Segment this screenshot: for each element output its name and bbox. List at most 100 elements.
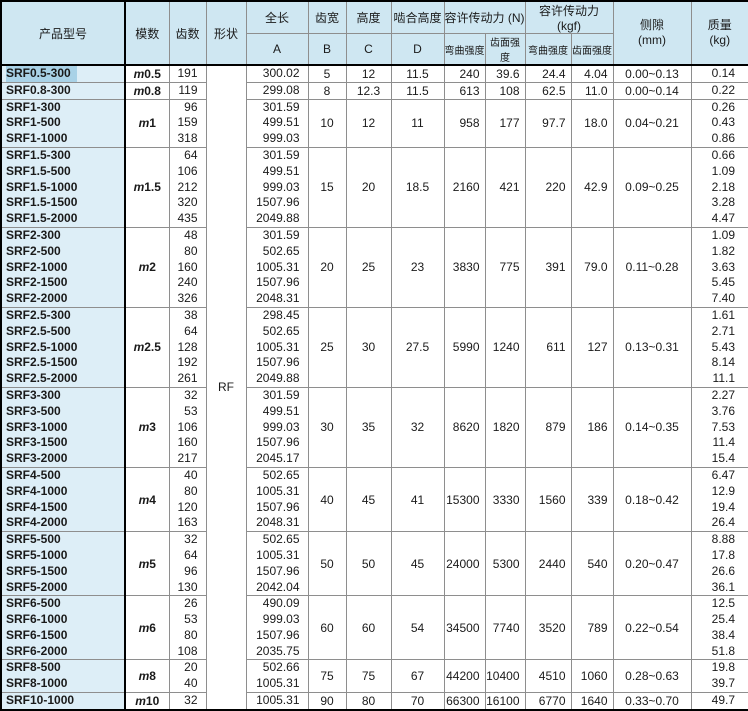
total-length-value: 301.59 bbox=[247, 228, 308, 244]
model-name[interactable]: SRF1.5-500 bbox=[2, 164, 124, 180]
teeth-count: 32 bbox=[170, 388, 206, 404]
model-name[interactable]: SRF3-2000 bbox=[2, 451, 124, 467]
teeth-count: 38 bbox=[170, 308, 206, 324]
module-cell: m2 bbox=[125, 227, 169, 307]
model-name[interactable]: SRF5-500 bbox=[2, 532, 124, 548]
model-name[interactable]: SRF1-500 bbox=[2, 115, 124, 131]
model-name[interactable]: SRF1-1000 bbox=[2, 131, 124, 147]
face-width-cell: 75 bbox=[308, 660, 346, 693]
model-name[interactable]: SRF1.5-1000 bbox=[2, 180, 124, 196]
mesh-height-cell: 11.5 bbox=[391, 82, 444, 99]
bending-strength-n-cell: 5990 bbox=[444, 307, 485, 387]
surface-strength-n-cell: 3330 bbox=[485, 467, 525, 531]
model-name[interactable]: SRF2-500 bbox=[2, 244, 124, 260]
face-width-cell: 60 bbox=[308, 596, 346, 660]
total-length-value: 1507.96 bbox=[247, 500, 308, 516]
mesh-height-cell: 23 bbox=[391, 227, 444, 307]
total-length-value: 999.03 bbox=[247, 420, 308, 436]
model-name[interactable]: SRF2-1500 bbox=[2, 275, 124, 291]
model-name[interactable]: SRF4-1500 bbox=[2, 500, 124, 516]
model-name[interactable]: SRF8-500 bbox=[2, 660, 124, 676]
mass-cell: 0.14 bbox=[691, 65, 748, 82]
teeth-count: 119 bbox=[170, 83, 206, 99]
model-name[interactable]: SRF1.5-1500 bbox=[2, 195, 124, 211]
model-name[interactable]: SRF4-1000 bbox=[2, 484, 124, 500]
face-width-cell: 90 bbox=[308, 693, 346, 710]
model-name[interactable]: SRF3-1500 bbox=[2, 435, 124, 451]
total-length-value: 2048.31 bbox=[247, 515, 308, 531]
model-name[interactable]: SRF3-300 bbox=[2, 388, 124, 404]
model-name[interactable]: SRF3-500 bbox=[2, 404, 124, 420]
model-name[interactable]: SRF3-1000 bbox=[2, 420, 124, 436]
model-name[interactable]: SRF5-1000 bbox=[2, 548, 124, 564]
model-name[interactable]: SRF2.5-1000 bbox=[2, 340, 124, 356]
model-name[interactable]: SRF6-1500 bbox=[2, 628, 124, 644]
teeth-count: 106 bbox=[170, 164, 206, 180]
header-backlash-line1: 侧隙 bbox=[614, 18, 691, 33]
model-name[interactable]: SRF6-500 bbox=[2, 596, 124, 612]
face-width-cell: 8 bbox=[308, 82, 346, 99]
mass-value: 39.7 bbox=[692, 676, 748, 692]
model-name[interactable]: SRF10-1000 bbox=[2, 693, 124, 709]
backlash-cell: 0.04~0.21 bbox=[613, 99, 691, 147]
mesh-height-cell: 45 bbox=[391, 532, 444, 596]
height-cell: 60 bbox=[346, 596, 391, 660]
model-name[interactable]: SRF2.5-2000 bbox=[2, 371, 124, 387]
mass-cell: 49.7 bbox=[691, 693, 748, 710]
selected-model-highlight[interactable]: SRF0.5-300 bbox=[6, 66, 77, 82]
bending-strength-kgf-cell: 220 bbox=[525, 147, 571, 227]
mass-value: 7.40 bbox=[692, 291, 748, 307]
model-name[interactable]: SRF0.8-300 bbox=[2, 83, 124, 99]
model-name[interactable]: SRF1-300 bbox=[2, 100, 124, 116]
model-name[interactable]: SRF2-1000 bbox=[2, 260, 124, 276]
teeth-count: 120 bbox=[170, 500, 206, 516]
model-name[interactable]: SRF6-2000 bbox=[2, 644, 124, 660]
bending-strength-kgf-cell: 391 bbox=[525, 227, 571, 307]
model-name[interactable]: SRF4-500 bbox=[2, 468, 124, 484]
model-name[interactable]: SRF4-2000 bbox=[2, 515, 124, 531]
total-length-value: 499.51 bbox=[247, 115, 308, 131]
model-name[interactable]: SRF2-300 bbox=[2, 228, 124, 244]
mass-value: 38.4 bbox=[692, 628, 748, 644]
height-cell: 12 bbox=[346, 65, 391, 82]
header-surface-strength-kgf: 齿面强度 bbox=[571, 34, 613, 66]
model-name[interactable]: SRF2.5-500 bbox=[2, 324, 124, 340]
model-name[interactable]: SRF5-1500 bbox=[2, 564, 124, 580]
total-length-value: 502.65 bbox=[247, 244, 308, 260]
bending-strength-kgf-cell: 3520 bbox=[525, 596, 571, 660]
mass-value: 3.28 bbox=[692, 195, 748, 211]
model-name[interactable]: SRF1.5-300 bbox=[2, 148, 124, 164]
model-name[interactable]: SRF2.5-1500 bbox=[2, 355, 124, 371]
mass-value: 19.8 bbox=[692, 660, 748, 676]
model-name[interactable]: SRF1.5-2000 bbox=[2, 211, 124, 227]
model-name[interactable]: SRF8-1000 bbox=[2, 676, 124, 692]
mass-value: 8.14 bbox=[692, 355, 748, 371]
model-name[interactable]: SRF0.5-300 bbox=[2, 66, 124, 82]
bending-strength-kgf-cell: 62.5 bbox=[525, 82, 571, 99]
model-name[interactable]: SRF6-1000 bbox=[2, 612, 124, 628]
model-cell: SRF0.5-300 bbox=[1, 65, 125, 82]
teeth-count: 192 bbox=[170, 355, 206, 371]
model-cell: SRF0.8-300 bbox=[1, 82, 125, 99]
model-name[interactable]: SRF5-2000 bbox=[2, 580, 124, 596]
model-name[interactable]: SRF2-2000 bbox=[2, 291, 124, 307]
surface-strength-n-cell: 16100 bbox=[485, 693, 525, 710]
header-height-sub: C bbox=[346, 34, 391, 66]
model-name[interactable]: SRF2.5-300 bbox=[2, 308, 124, 324]
teeth-count: 80 bbox=[170, 484, 206, 500]
